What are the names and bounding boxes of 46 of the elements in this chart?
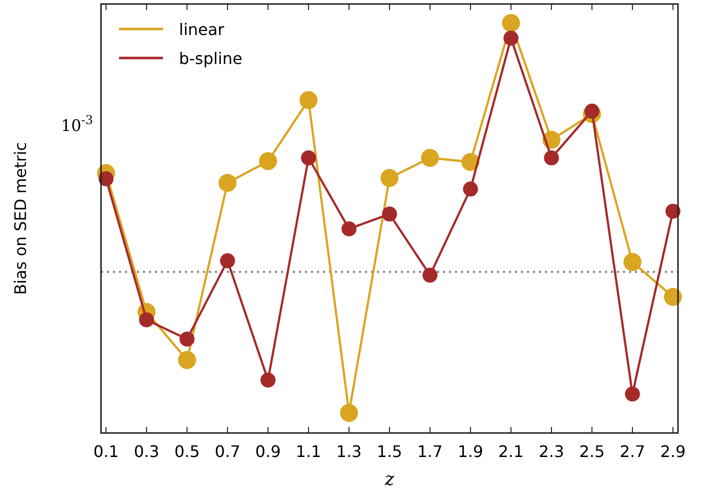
x-tick-label: 2.7 [620, 442, 646, 461]
point [380, 168, 398, 187]
point [340, 404, 358, 422]
point [502, 14, 520, 32]
point [462, 182, 478, 197]
x-tick-label: 1.1 [296, 442, 322, 461]
point [139, 312, 154, 328]
x-tick-label: 2.1 [498, 442, 524, 461]
legend-label: linear [179, 20, 225, 39]
x-tick-label: 2.3 [538, 442, 564, 461]
point [180, 332, 195, 347]
text: 10$^{-3}$ [60, 113, 93, 135]
x-tick-label: 1.3 [336, 442, 362, 461]
point [584, 104, 600, 119]
point [461, 152, 480, 171]
point [624, 386, 640, 402]
x-tick-label: 0.7 [214, 442, 240, 461]
point [98, 171, 114, 186]
x-tick-label: 1.9 [458, 442, 484, 461]
x-axis-title: z [384, 469, 395, 490]
point [665, 204, 680, 219]
point [420, 148, 439, 167]
x-tick-label: 0.9 [255, 442, 281, 461]
point [422, 268, 438, 283]
point [260, 372, 276, 388]
point [544, 150, 559, 166]
point [382, 206, 397, 222]
point [503, 30, 518, 46]
point [623, 253, 642, 272]
point [300, 91, 318, 110]
point [220, 253, 236, 268]
x-tick-label: 0.5 [174, 442, 200, 461]
x-tick-label: 2.9 [660, 442, 686, 461]
x-tick-label: 0.1 [93, 442, 119, 461]
x-tick-label: 1.5 [376, 442, 402, 461]
point [342, 221, 357, 236]
point [259, 152, 278, 170]
legend-label: b-spline [179, 49, 242, 68]
x-tick-label: 0.3 [134, 442, 160, 461]
y-axis-title: Bias on SED metric [11, 142, 30, 295]
point [178, 351, 196, 370]
point [301, 150, 316, 166]
x-tick-label: 1.7 [417, 442, 443, 461]
x-tick-label: 2.5 [579, 442, 605, 461]
point [218, 174, 237, 192]
point [664, 288, 682, 306]
